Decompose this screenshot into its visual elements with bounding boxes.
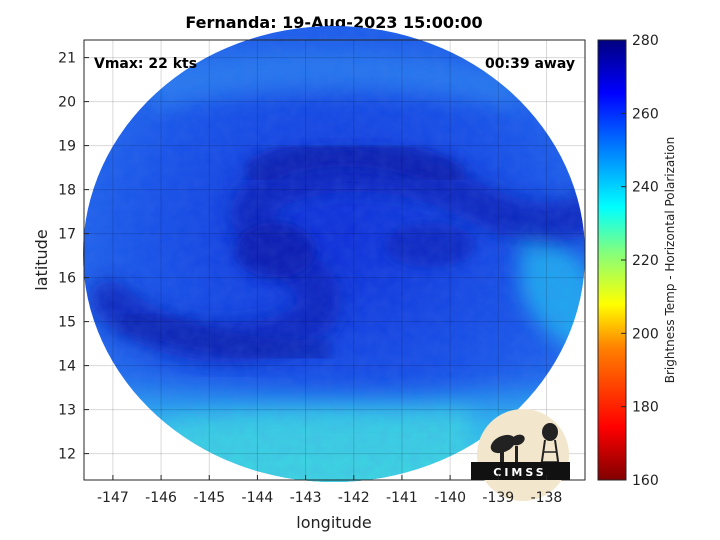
x-axis-ticks: -147 -146 -145 -144 -143 -142 -141 -140 -139 -138 [97,475,562,506]
grid-lines [84,40,585,480]
y-tick-label: 12 [58,447,76,463]
time-away-label: 00:39 away [485,56,575,72]
y-axis-label: latitude [32,229,51,290]
y-tick-label: 14 [58,359,76,375]
y-tick-label: 20 [58,95,76,111]
plot-area: Vmax: 22 kts 00:39 away CIMSS [32,26,586,532]
y-tick-label: 19 [58,139,76,155]
vmax-label: Vmax: 22 kts [94,56,197,72]
y-axis-ticks: 12 13 14 15 16 17 18 19 20 21 [58,51,89,463]
x-tick-label: -138 [531,490,563,506]
x-tick-label: -143 [290,490,322,506]
dish-antenna-icon [490,434,525,464]
colorbar-tick-label: 180 [632,400,659,416]
colorbar-tick-label: 280 [632,33,659,49]
x-tick-label: -145 [193,490,225,506]
x-axis-label: longitude [296,513,371,532]
axes-frame [83,39,586,481]
colorbar: 160 180 200 220 240 260 280 Brightness Temp - … [597,33,677,489]
y-tick-label: 21 [58,51,76,67]
y-tick-label: 16 [58,271,76,287]
colorbar-tick-label: 260 [632,106,659,122]
chart-title: Fernanda: 19-Aug-2023 15:00:00 [185,13,482,32]
colorbar-tick-label: 220 [632,253,659,269]
colorbar-tick-label: 240 [632,180,659,196]
y-tick-label: 13 [58,403,76,419]
colorbar-tick-label: 160 [632,473,659,489]
x-tick-label: -140 [434,490,466,506]
x-tick-label: -139 [482,490,514,506]
colorbar-ticks: 160 180 200 220 240 260 280 [621,33,659,489]
y-tick-label: 18 [58,183,76,199]
x-tick-label: -142 [338,490,370,506]
colorbar-label: Brightness Temp - Horizontal Polarizatio… [663,137,677,384]
x-tick-label: -146 [145,490,177,506]
x-tick-label: -141 [386,490,418,506]
colorbar-tick-label: 200 [632,326,659,342]
y-tick-label: 15 [58,315,76,331]
logo-text: CIMSS [493,466,546,479]
x-tick-label: -144 [242,490,274,506]
brightness-temp-swath [83,26,585,482]
x-tick-label: -147 [97,490,129,506]
y-tick-label: 17 [58,227,76,243]
